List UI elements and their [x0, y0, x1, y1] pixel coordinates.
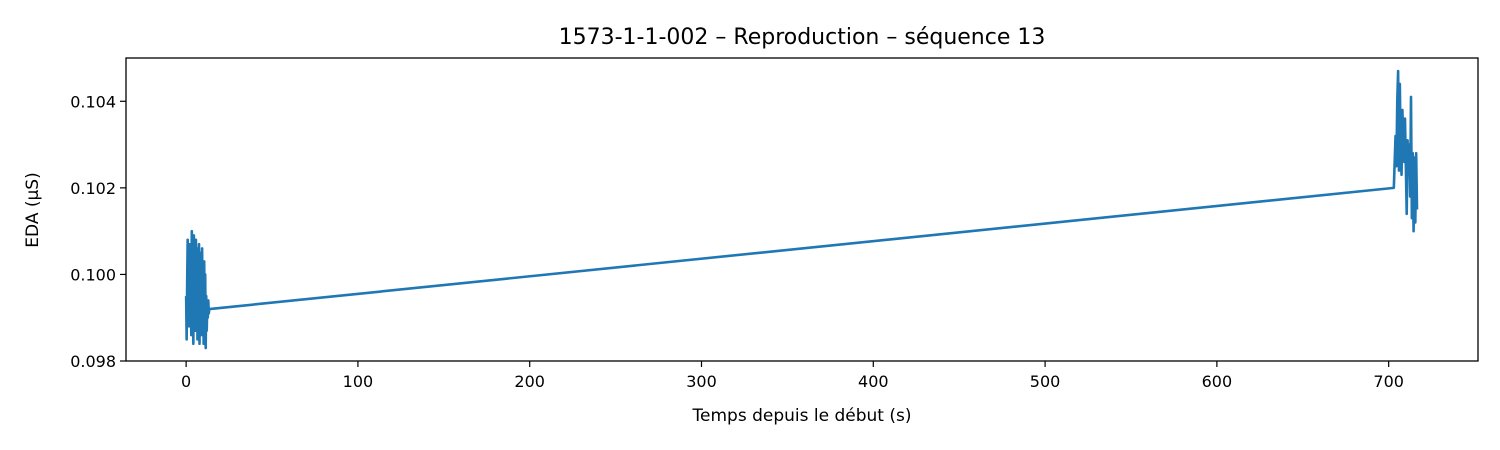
y-axis-label: EDA (µS) [23, 172, 43, 247]
x-tick-label: 400 [858, 372, 889, 391]
x-tick-label: 100 [343, 372, 374, 391]
plot-area [184, 69, 1419, 350]
x-tick-label: 500 [1030, 372, 1061, 391]
x-tick-label: 700 [1373, 372, 1404, 391]
y-tick-label: 0.098 [70, 352, 116, 371]
x-axis-label: Temps depuis le début (s) [692, 406, 912, 426]
y-tick-label: 0.102 [70, 179, 116, 198]
x-tick-label: 0 [181, 372, 191, 391]
x-axis-ticks: 0 100 200 300 400 500 600 700 [181, 361, 1404, 391]
plot-frame [125, 57, 1479, 362]
x-tick-label: 300 [686, 372, 717, 391]
chart-title: 1573-1-1-002 – Reproduction – séquence 1… [559, 25, 1046, 50]
series-line-0 [184, 69, 1419, 350]
y-tick-label: 0.104 [70, 92, 116, 111]
y-tick-label: 0.100 [70, 265, 116, 284]
y-axis-ticks: 0.098 0.100 0.102 0.104 [70, 92, 126, 371]
x-tick-label: 200 [514, 372, 545, 391]
x-tick-label: 600 [1202, 372, 1233, 391]
